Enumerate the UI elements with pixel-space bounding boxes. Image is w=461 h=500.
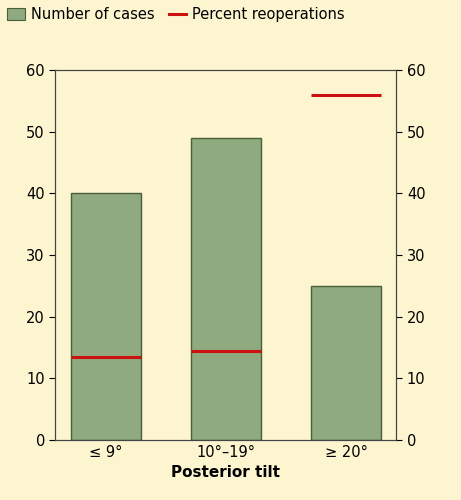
- Bar: [71, 194, 141, 440]
- Bar: [311, 286, 381, 440]
- X-axis label: Posterior tilt: Posterior tilt: [171, 466, 280, 480]
- Legend: Number of cases, Percent reoperations: Number of cases, Percent reoperations: [7, 8, 345, 22]
- Bar: [191, 138, 261, 440]
